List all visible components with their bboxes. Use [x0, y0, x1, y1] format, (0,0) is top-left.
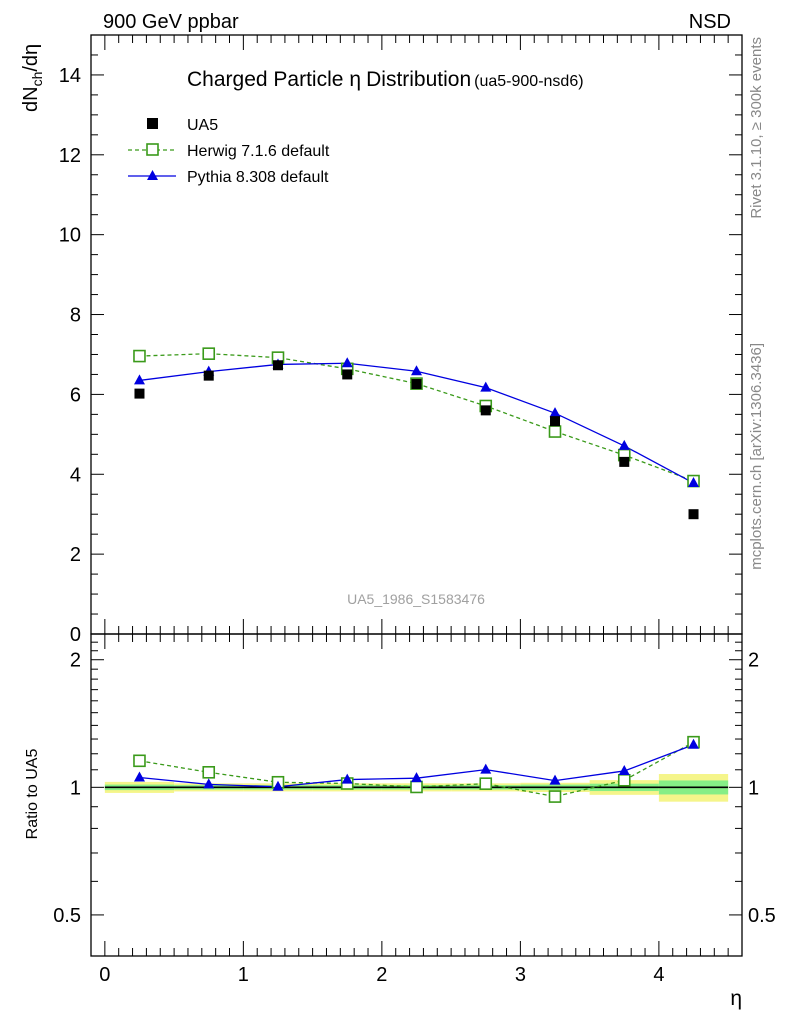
pythia-point — [480, 381, 492, 392]
ratio-panel: 0.5 1 2 0.5 1 2 0 1 2 3 4 Ratio to UA5 η — [24, 633, 776, 1010]
ua5-point — [203, 370, 214, 381]
legend: UA5 Herwig 7.1.6 default Pythia 8.308 de… — [128, 117, 330, 186]
main-y-tick-label: 4 — [70, 464, 81, 486]
ua5-point — [619, 456, 630, 467]
ratio-herwig-point — [133, 754, 146, 768]
herwig-point — [548, 425, 562, 438]
main-panel: 0 2 4 6 8 10 12 14 dNch/dη Charged Particle η Dis… — [20, 34, 743, 646]
plot-title: Charged Particle η Distribution (ua5-900-ns… — [187, 68, 584, 91]
ratio-y-tick-label: 2 — [70, 650, 81, 672]
ratio-y-tick-label: 0.5 — [53, 905, 81, 927]
x-tick-label: 3 — [515, 964, 526, 986]
legend-entry-ua5: UA5 — [147, 117, 218, 134]
legend-marker-herwig — [146, 143, 159, 156]
ratio-herwig-point — [202, 766, 216, 779]
pythia-point — [688, 477, 700, 488]
main-y-tick-label: 6 — [70, 384, 81, 406]
ratio-pythia-point — [341, 773, 353, 784]
ylabel-rest: /dη — [20, 44, 42, 72]
legend-entry-pythia: Pythia 8.308 default — [128, 169, 329, 186]
ratio-pythia-point — [480, 763, 492, 774]
ylabel-sub: ch — [29, 72, 45, 87]
ratio-herwig-point — [410, 780, 423, 794]
main-y-tick-label: 10 — [59, 225, 81, 247]
ratio-herwig-point — [479, 777, 493, 790]
legend-marker-pythia — [147, 170, 158, 180]
ratio-y-axis: 0.5 1 2 0.5 1 2 — [53, 641, 776, 957]
herwig-point — [133, 349, 146, 363]
ratio-y-tick-label-right: 0.5 — [748, 905, 776, 927]
ratio-herwig-point — [548, 790, 562, 803]
main-y-tick-label: 0 — [70, 624, 81, 646]
rivet-label: Rivet 3.1.10, ≥ 300k events — [748, 37, 765, 219]
ratio-pythia-point — [272, 780, 284, 791]
ua5-point — [480, 405, 491, 416]
title-rest: Distribution — [366, 68, 471, 91]
header-left: 900 GeV ppbar — [103, 11, 239, 33]
x-tick-label: 4 — [653, 964, 664, 986]
herwig-line — [139, 353, 694, 482]
ua5-point — [688, 509, 699, 520]
x-axis-label: η — [730, 987, 742, 1010]
ratio-herwig-point — [617, 773, 631, 787]
legend-label-pythia: Pythia 8.308 default — [187, 169, 329, 186]
ratio-y-tick-label-right: 2 — [748, 650, 759, 672]
ratio-y-tick-label: 1 — [70, 777, 81, 799]
x-tick-label: 0 — [99, 964, 110, 986]
main-y-axis-label: dNch/dη — [20, 44, 45, 112]
ratio-pythia-point — [549, 774, 561, 785]
ua5-point — [134, 388, 145, 399]
main-y-tick-label: 12 — [59, 145, 81, 167]
ratio-pythia-point — [618, 764, 630, 775]
ratio-series — [133, 735, 700, 803]
pythia-point — [341, 357, 353, 368]
main-x-ticks — [104, 35, 729, 634]
ratio-y-axis-label: Ratio to UA5 — [24, 749, 41, 840]
ua5-point — [411, 379, 422, 390]
ratio-plot-area — [90, 633, 743, 957]
pythia-point — [411, 365, 422, 376]
herwig-point — [202, 347, 216, 360]
ratio-pythia-point — [688, 738, 700, 749]
main-y-tick-label: 2 — [70, 544, 81, 566]
x-tick-label: 1 — [238, 964, 249, 986]
ratio-frame — [90, 633, 743, 957]
mcplots-label: mcplots.cern.ch [arXiv:1306.3436] — [748, 343, 765, 570]
main-y-axis: 0 2 4 6 8 10 12 14 — [59, 34, 742, 646]
main-series — [133, 347, 700, 520]
watermark: UA5_1986_S1583476 — [347, 591, 485, 607]
header-right: NSD — [689, 11, 731, 33]
pythia-point — [133, 374, 145, 385]
ratio-pythia-point — [411, 772, 422, 783]
main-y-tick-label: 14 — [59, 65, 81, 87]
title-id: (ua5-900-nsd6) — [474, 73, 583, 90]
legend-label-herwig: Herwig 7.1.6 default — [187, 143, 330, 160]
x-tick-label: 2 — [376, 964, 387, 986]
legend-entry-herwig: Herwig 7.1.6 default — [128, 143, 330, 160]
ua5-point — [342, 369, 353, 380]
pythia-point — [618, 439, 630, 450]
ratio-y-tick-label-right: 1 — [748, 777, 759, 799]
main-y-tick-label: 8 — [70, 305, 81, 327]
ratio-pythia-point — [203, 778, 215, 789]
pythia-point — [549, 407, 561, 418]
legend-label-ua5: UA5 — [187, 117, 218, 134]
ylabel-main: dN — [20, 86, 42, 112]
ratio-x-axis: 0 1 2 3 4 — [99, 634, 729, 986]
ua5-point — [272, 360, 283, 371]
title-main: Charged Particle — [187, 68, 343, 91]
ratio-pythia-point — [133, 771, 145, 782]
legend-marker-ua5 — [147, 118, 158, 129]
ua5-point — [550, 416, 561, 427]
ratio-herwig-line — [139, 741, 694, 798]
title-symbol: η — [349, 68, 361, 91]
